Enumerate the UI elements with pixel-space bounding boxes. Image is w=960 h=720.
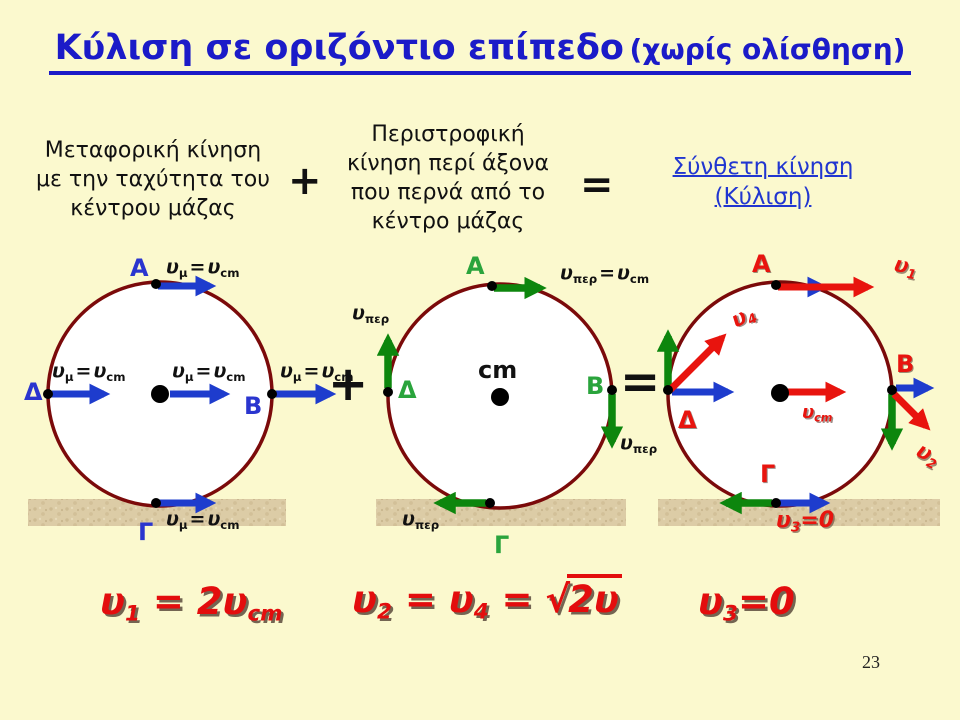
point-label-Delta3: Δ [678, 406, 697, 434]
point-dot-Delta1 [43, 389, 53, 399]
title-main-text: Κύλιση σε οριζόντιο επίπεδο [54, 28, 624, 68]
composite-red-arrow-Delta [667, 333, 727, 393]
title-paren-text: (χωρίς ολίσθηση) [629, 33, 906, 66]
point-dot-A1 [151, 279, 161, 289]
point-label-A1: A [130, 254, 149, 282]
velocity-label-trans-A: υμ = υcm [166, 256, 240, 280]
formula-u3: υ3=0 [698, 580, 795, 627]
formula-u1: υ1 = 2υcm [100, 580, 283, 627]
velocity-label-rot-Delta: υπερ [352, 302, 390, 326]
point-dot-Gamma3 [771, 498, 781, 508]
center-dot-2 [491, 388, 509, 406]
velocity-label-trans-Delta: υμ = υcm [52, 360, 126, 384]
center-dot-1 [151, 385, 169, 403]
point-label-A2: A [466, 252, 485, 280]
rotation-description: Περιστροφική κίνηση περί άξονα που περνά… [346, 122, 550, 235]
velocity-label-rot-B: υπερ [620, 432, 658, 456]
page-number: 23 [862, 652, 880, 672]
equals-operator-text-row: = [580, 162, 614, 208]
point-label-Gamma2: Γ [494, 531, 510, 559]
point-label-Delta2: Δ [398, 376, 417, 404]
translation-description: Μεταφορική κίνηση με την ταχύτητα του κέ… [36, 138, 270, 222]
point-label-B3: B [896, 350, 915, 378]
velocity-label-trans-center: υμ = υcm [172, 360, 246, 384]
point-dot-Delta2 [383, 387, 393, 397]
equals-operator-diagram: = [620, 354, 661, 410]
point-dot-B3 [887, 385, 897, 395]
velocity-label-trans-Gamma: υμ = υcm [166, 508, 240, 532]
point-dot-Gamma1 [151, 498, 161, 508]
point-dot-B2 [607, 385, 617, 395]
formula-u2-u4: υ2 = υ4 = √2υ [352, 574, 622, 624]
point-dot-B1 [267, 389, 277, 399]
center-of-mass-label: cm [478, 356, 518, 384]
velocity-label-rot-A: υπερ = υcm [560, 262, 650, 286]
velocity-label-rot-Gamma: υπερ [402, 508, 440, 532]
point-label-Gamma3: Γ [760, 460, 776, 488]
point-dot-A3 [771, 280, 781, 290]
velocity-label-ucm: υcm [802, 402, 833, 425]
point-label-Delta1: Δ [24, 378, 43, 406]
point-dot-A2 [487, 281, 497, 291]
plus-operator-text-row: + [288, 158, 322, 204]
composite-motion-link[interactable]: Σύνθετη κίνηση (Κύλιση) [672, 154, 854, 211]
velocity-label-u3-zero: υ3=0 [776, 508, 835, 536]
point-dot-Delta3 [663, 385, 673, 395]
velocity-label-trans-B: υμ = υcm [280, 360, 354, 384]
page-title: Κύλιση σε οριζόντιο επίπεδο (χωρίς ολίσθ… [0, 28, 960, 75]
point-label-Gamma1: Γ [138, 518, 154, 546]
point-label-B1: B [244, 392, 263, 420]
plus-operator-diagram: + [328, 356, 369, 412]
point-label-B2: B [586, 372, 605, 400]
composite-red-arrow-B [891, 391, 931, 431]
center-dot-3 [771, 384, 789, 402]
point-label-A3: A [752, 250, 771, 278]
point-dot-Gamma2 [485, 498, 495, 508]
